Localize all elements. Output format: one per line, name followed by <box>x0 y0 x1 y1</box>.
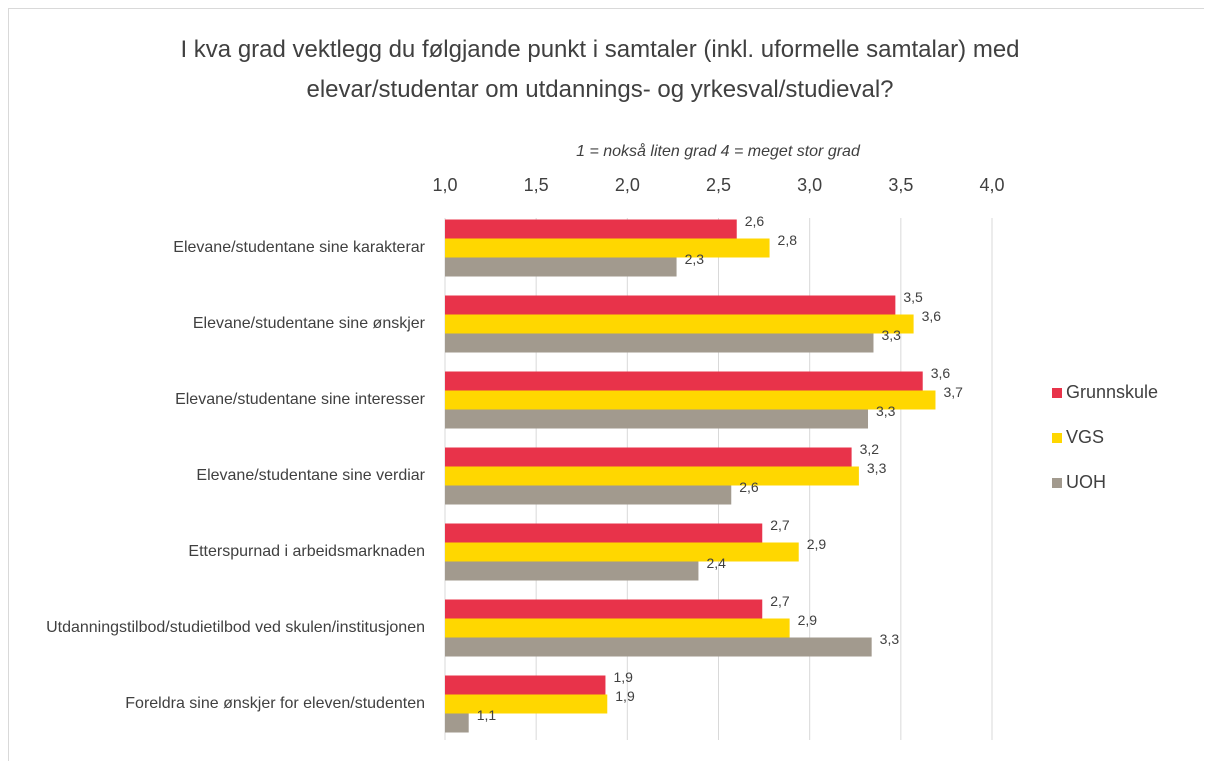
bar <box>445 542 799 562</box>
bar <box>445 637 872 657</box>
data-label: 3,3 <box>880 631 900 647</box>
bar <box>445 409 869 429</box>
x-tick-label: 1,0 <box>432 175 457 195</box>
bar <box>445 466 859 486</box>
bar <box>445 390 936 410</box>
data-label: 1,9 <box>615 688 635 704</box>
bar <box>445 485 732 505</box>
frame <box>8 8 1204 761</box>
y-tick-label: Elevane/studentane sine karakterar <box>173 239 425 256</box>
chart-title: I kva grad vektlegg du følgjande punkt i… <box>180 36 1020 103</box>
bar <box>445 219 737 239</box>
bar <box>445 561 699 581</box>
data-label: 3,3 <box>881 327 901 343</box>
x-tick-label: 1,5 <box>524 175 549 195</box>
y-tick-label: Elevane/studentane sine verdiar <box>196 467 425 484</box>
bar <box>445 599 763 619</box>
legend-label: Grunnskule <box>1066 382 1158 402</box>
data-label: 2,7 <box>770 593 790 609</box>
legend-label: VGS <box>1066 427 1104 447</box>
data-label: 3,3 <box>876 403 896 419</box>
bar <box>445 675 606 695</box>
data-label: 1,1 <box>477 707 497 723</box>
bar <box>445 523 763 543</box>
bar <box>445 295 896 315</box>
bar <box>445 314 914 334</box>
x-tick-label: 2,0 <box>615 175 640 195</box>
data-label: 3,3 <box>867 460 887 476</box>
y-tick-label: Elevane/studentane sine ønskjer <box>192 315 425 332</box>
x-tick-label: 3,5 <box>888 175 913 195</box>
data-label: 2,8 <box>778 232 798 248</box>
data-label: 2,9 <box>807 536 827 552</box>
bar <box>445 238 770 258</box>
bar <box>445 447 852 467</box>
x-tick-label: 3,0 <box>797 175 822 195</box>
data-label: 2,3 <box>685 251 705 267</box>
legend-label: UOH <box>1066 472 1106 492</box>
bar <box>445 257 677 277</box>
data-label: 2,4 <box>706 555 726 571</box>
data-label: 2,6 <box>739 479 759 495</box>
data-label: 2,9 <box>798 612 818 628</box>
bar <box>445 371 923 391</box>
bar <box>445 694 608 714</box>
data-label: 1,9 <box>613 669 633 685</box>
y-tick-label: Utdanningstilbod/studietilbod ved skulen… <box>46 619 425 636</box>
x-tick-label: 4,0 <box>979 175 1004 195</box>
y-tick-label: Elevane/studentane sine interesser <box>175 391 425 408</box>
bar <box>445 713 469 733</box>
data-label: 3,6 <box>922 308 942 324</box>
data-label: 3,2 <box>860 441 880 457</box>
data-label: 3,5 <box>903 289 923 305</box>
axis-label: 1 = nokså liten grad 4 = meget stor grad <box>576 142 861 160</box>
data-label: 3,6 <box>931 365 951 381</box>
data-label: 3,7 <box>943 384 963 400</box>
y-tick-label: Foreldra sine ønskjer for eleven/student… <box>125 695 425 712</box>
y-tick-label: Etterspurnad i arbeidsmarknaden <box>188 543 425 560</box>
legend-swatch <box>1052 388 1062 398</box>
legend-swatch <box>1052 433 1062 443</box>
data-label: 2,7 <box>770 517 790 533</box>
legend-swatch <box>1052 478 1062 488</box>
x-tick-label: 2,5 <box>706 175 731 195</box>
bar <box>445 333 874 353</box>
data-label: 2,6 <box>745 213 765 229</box>
bar <box>445 618 790 638</box>
